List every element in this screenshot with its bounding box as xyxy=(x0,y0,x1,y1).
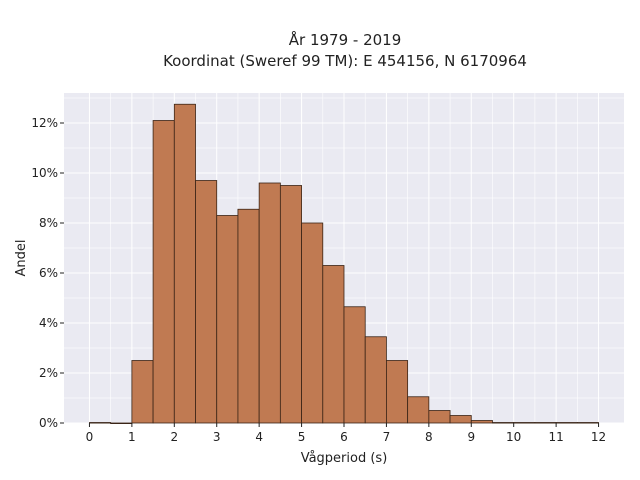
x-axis-ticks: 0 1 2 3 4 5 6 7 8 9 10 11 12 xyxy=(86,423,606,444)
x-tick-label: 7 xyxy=(383,430,391,444)
histogram-bar xyxy=(343,306,366,424)
x-tick-label: 0 xyxy=(86,430,94,444)
x-tick-label: 11 xyxy=(548,430,563,444)
x-tick-label: 12 xyxy=(591,430,606,444)
histogram-bar xyxy=(279,185,302,424)
histogram-bar xyxy=(576,422,599,424)
x-axis-label: Vågperiod (s) xyxy=(301,451,388,466)
y-tick-label: 8% xyxy=(39,216,58,230)
histogram-bar xyxy=(428,410,451,424)
x-tick-label: 6 xyxy=(340,430,348,444)
chart-title-line-1: År 1979 - 2019 xyxy=(289,30,402,49)
histogram-bar xyxy=(364,336,387,424)
histogram-bar xyxy=(152,120,175,424)
histogram-bar xyxy=(534,422,557,424)
histogram-bar xyxy=(258,182,281,424)
y-tick-label: 12% xyxy=(31,116,58,130)
x-tick-label: 9 xyxy=(467,430,475,444)
histogram-bar xyxy=(89,422,112,424)
histogram-bar xyxy=(131,360,154,424)
histogram-bar xyxy=(513,422,536,424)
chart-title-line-2: Koordinat (Sweref 99 TM): E 454156, N 61… xyxy=(163,52,527,70)
x-tick-label: 5 xyxy=(298,430,306,444)
histogram-bar xyxy=(555,422,578,424)
x-tick-label: 1 xyxy=(128,430,136,444)
y-tick-label: 10% xyxy=(31,166,58,180)
x-tick-label: 2 xyxy=(170,430,178,444)
y-axis-label: Andel xyxy=(14,240,29,277)
x-tick-label: 4 xyxy=(255,430,263,444)
histogram-bar xyxy=(195,180,218,424)
x-tick-label: 3 xyxy=(213,430,221,444)
y-tick-label: 4% xyxy=(39,316,58,330)
histogram-bar xyxy=(492,422,515,424)
histogram-bar xyxy=(110,422,133,425)
x-tick-label: 8 xyxy=(425,430,433,444)
histogram-bar xyxy=(470,420,493,424)
y-tick-label: 6% xyxy=(39,266,58,280)
histogram-bar xyxy=(173,103,196,424)
histogram-bar xyxy=(407,396,430,424)
y-tick-label: 2% xyxy=(39,366,58,380)
histogram-bar xyxy=(301,222,324,424)
y-axis-ticks: 0% 2% 4% 6% 8% 10% 12% xyxy=(31,116,64,430)
histogram-bar xyxy=(449,415,472,424)
histogram-bars xyxy=(89,103,599,425)
histogram-bar xyxy=(237,208,260,424)
histogram-bar xyxy=(322,265,345,424)
x-tick-label: 10 xyxy=(506,430,521,444)
histogram-bar xyxy=(386,360,409,424)
histogram-bar xyxy=(216,215,239,424)
y-tick-label: 0% xyxy=(39,416,58,430)
